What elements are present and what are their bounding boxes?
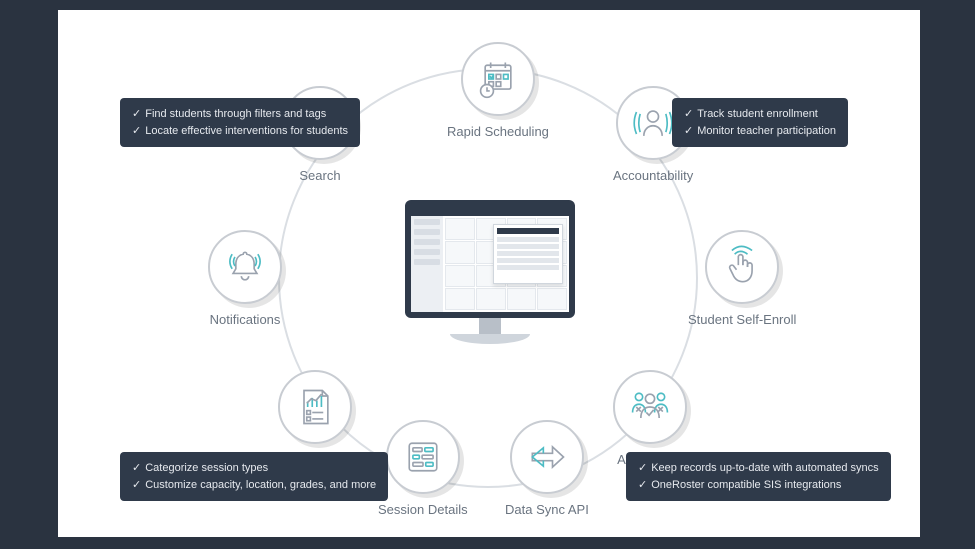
feature-label: Student Self-Enroll [688,312,796,327]
callout-line: OneRoster compatible SIS integrations [651,479,841,491]
callout-line: Track student enrollment [697,108,818,120]
feature-session-details: Session Details [378,420,468,517]
hand-tap-icon [705,230,779,304]
list-card-icon [386,420,460,494]
callout-top-left: ✓Find students through filters and tags … [120,98,360,147]
people-check-icon [613,370,687,444]
callout-top-right: ✓Track student enrollment ✓Monitor teach… [672,98,848,147]
feature-label: Accountability [613,168,693,183]
callout-line: Locate effective interventions for stude… [145,125,348,137]
infographic-canvas: Rapid Scheduling Accountability Student … [58,10,920,537]
callout-line: Keep records up-to-date with automated s… [651,462,878,474]
calendar-clock-icon [461,42,535,116]
feature-label: Rapid Scheduling [447,124,549,139]
feature-rapid-scheduling: Rapid Scheduling [447,42,549,139]
bell-icon [208,230,282,304]
monitor-screen [411,206,569,312]
callout-line: Find students through filters and tags [145,108,326,120]
arrows-sync-icon [510,420,584,494]
callout-bottom-left: ✓Categorize session types ✓Customize cap… [120,452,388,501]
callout-line: Categorize session types [145,462,268,474]
callout-bottom-right: ✓Keep records up-to-date with automated … [626,452,891,501]
feature-student-self-enroll: Student Self-Enroll [688,230,796,327]
feature-label: Search [299,168,340,183]
monitor-bezel [405,200,575,318]
report-chart-icon [278,370,352,444]
feature-label: Data Sync API [505,502,589,517]
callout-line: Monitor teacher participation [697,125,836,137]
feature-label: Notifications [210,312,281,327]
feature-data-sync: Data Sync API [505,420,589,517]
center-monitor [405,200,575,365]
feature-notifications: Notifications [208,230,282,327]
callout-line: Customize capacity, location, grades, an… [145,479,376,491]
feature-label: Session Details [378,502,468,517]
